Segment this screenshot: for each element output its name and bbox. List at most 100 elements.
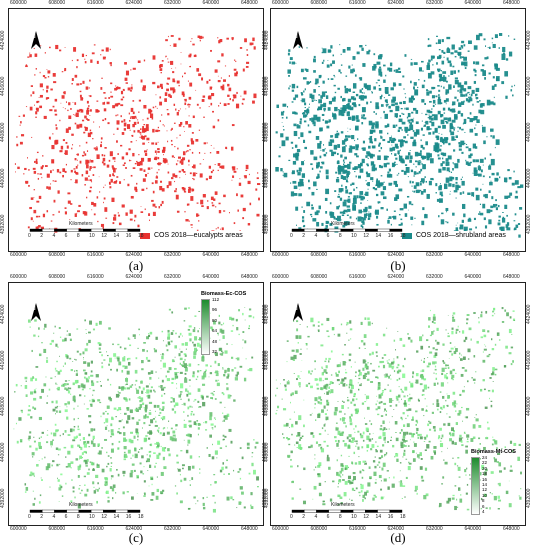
map-patch [161, 388, 165, 391]
map-patch [66, 145, 69, 149]
map-patch [236, 327, 239, 331]
map-patch [482, 175, 485, 178]
map-patch [470, 438, 474, 442]
map-patch [74, 213, 77, 217]
map-patch [310, 432, 314, 435]
map-patch [435, 377, 438, 380]
map-patch [181, 364, 184, 368]
map-patch [305, 384, 309, 387]
map-patch [291, 170, 295, 175]
map-patch [244, 175, 247, 179]
map-patch [441, 157, 444, 160]
map-patch [208, 175, 212, 179]
map-patch [166, 185, 169, 189]
map-patch [202, 401, 206, 407]
map-patch [346, 436, 349, 440]
legend-value: 12 [482, 487, 488, 493]
map-patch [318, 205, 321, 210]
map-patch [288, 49, 291, 52]
map-patch [429, 309, 431, 312]
map-patch [489, 176, 491, 179]
map-patch [100, 137, 103, 140]
map-patch [233, 222, 236, 225]
map-patch [382, 432, 386, 437]
map-patch [216, 332, 219, 334]
map-patch [101, 362, 103, 364]
map-patch [230, 356, 234, 359]
map-patch [488, 100, 491, 103]
map-patch [355, 440, 358, 443]
map-patch [201, 396, 204, 400]
map-patch [204, 420, 208, 424]
map-patch [320, 448, 325, 453]
map-patch [257, 172, 259, 174]
map-patch [509, 440, 513, 444]
map-patch [183, 423, 187, 428]
map-patch [396, 116, 398, 118]
map-patch [52, 439, 55, 441]
map-patch [206, 395, 209, 398]
map-patch [40, 166, 43, 170]
map-patch [171, 377, 175, 381]
map-patch [370, 423, 373, 426]
map-patch [501, 81, 505, 85]
map-patch [469, 228, 473, 231]
map-patch [239, 447, 242, 449]
map-patch [96, 500, 98, 504]
map-patch [389, 173, 391, 176]
map-patch [146, 454, 148, 456]
map-patch [433, 382, 436, 386]
map-patch [311, 204, 313, 207]
map-patch [64, 152, 66, 154]
map-patch [167, 427, 168, 429]
map-patch [514, 84, 516, 87]
map-patch [123, 356, 126, 358]
map-patch [136, 182, 138, 185]
scale-tick-label: 0 [290, 233, 293, 239]
map-patch [467, 50, 470, 52]
map-patch [183, 353, 187, 356]
map-patch [54, 367, 57, 370]
map-patch [57, 477, 58, 479]
map-patch [335, 178, 340, 183]
map-patch [354, 408, 357, 412]
map-patch [235, 318, 238, 322]
map-patch [398, 188, 403, 192]
map-patch [187, 439, 191, 444]
map-patch [359, 433, 362, 436]
map-patch [100, 87, 103, 90]
map-patch [132, 454, 134, 457]
map-patch [350, 191, 352, 194]
map-patch [123, 474, 125, 477]
map-patch [472, 378, 476, 381]
map-patch [181, 75, 184, 78]
map-patch [235, 103, 240, 109]
x-tick-label: 616000 [87, 274, 104, 280]
map-patch [213, 474, 216, 476]
map-patch [337, 87, 340, 90]
map-patch [194, 398, 197, 401]
map-patch [56, 463, 59, 467]
map-patch [88, 433, 91, 437]
map-patch [69, 428, 73, 433]
map-patch [291, 433, 293, 436]
map-patch [25, 380, 27, 382]
map-patch [236, 168, 238, 170]
map-patch [68, 126, 71, 130]
map-patch [282, 125, 284, 127]
map-patch [413, 117, 415, 119]
map-patch [309, 213, 313, 216]
map-patch [452, 212, 455, 216]
map-patch [420, 475, 424, 479]
map-patch [459, 352, 461, 355]
map-patch [319, 401, 323, 405]
map-patch [368, 145, 371, 149]
map-patch [103, 359, 106, 361]
map-patch [508, 328, 512, 334]
map-patch [473, 169, 478, 176]
map-patch [348, 88, 351, 92]
map-patch [436, 56, 441, 60]
map-patch [134, 453, 138, 459]
map-patch [361, 225, 364, 229]
map-patch [247, 369, 250, 371]
